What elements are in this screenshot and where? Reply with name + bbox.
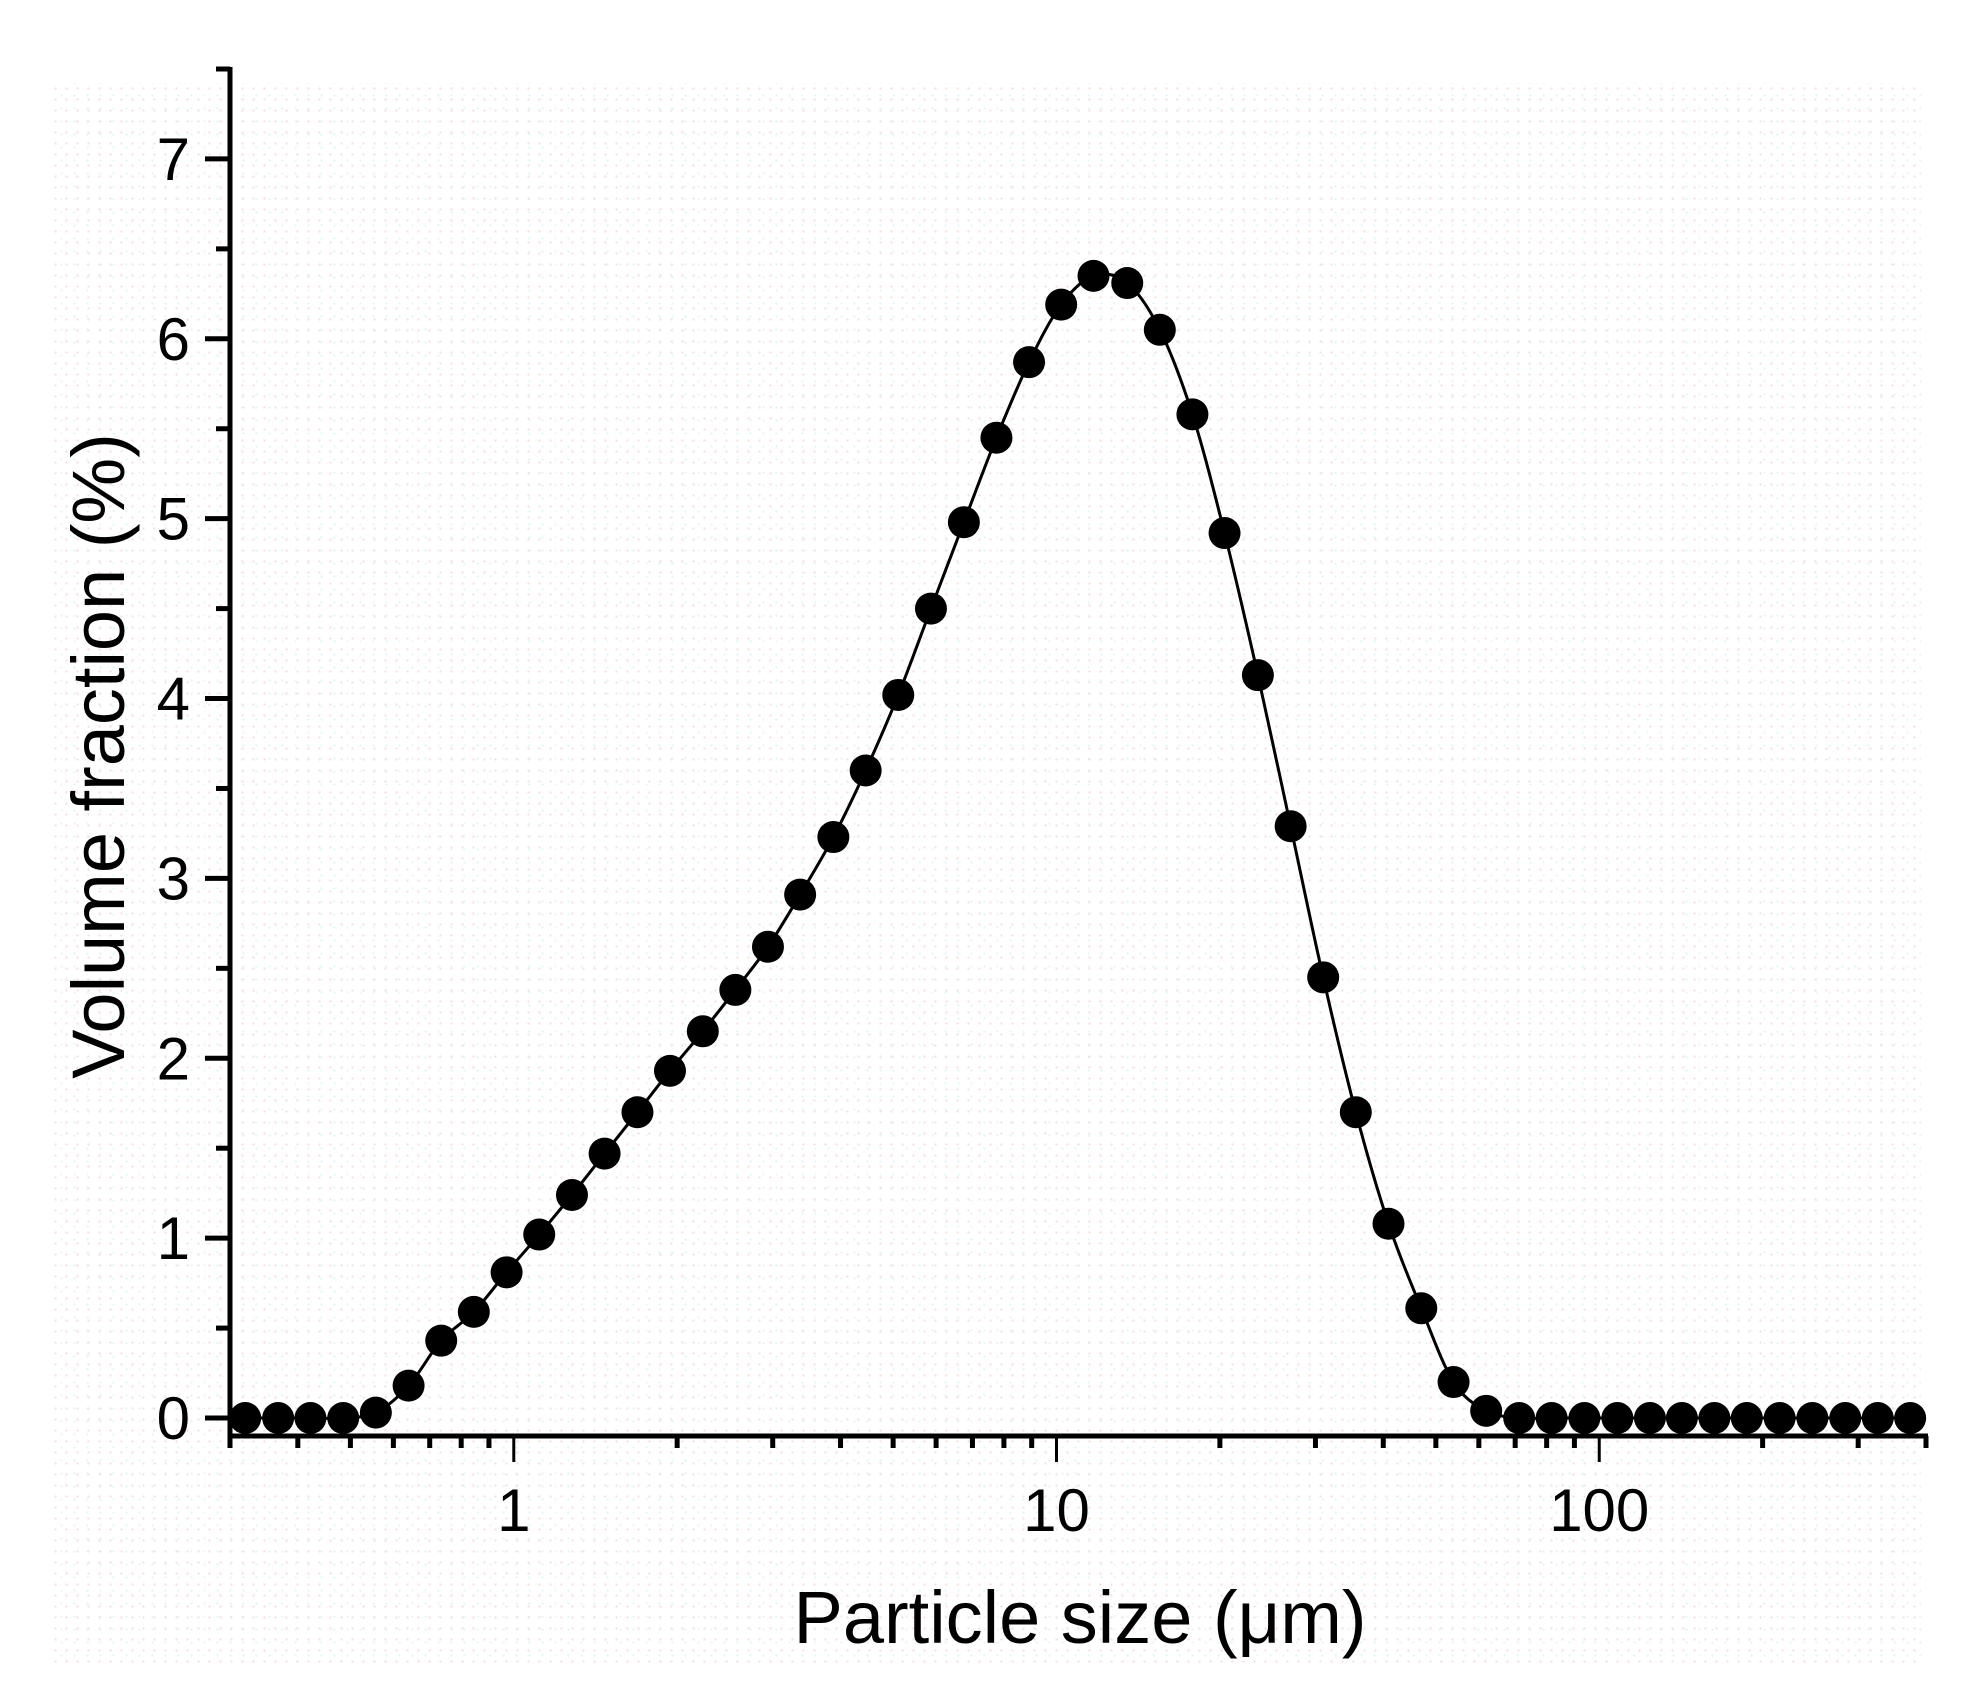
data-point-marker xyxy=(1730,1402,1763,1435)
data-point-marker xyxy=(849,754,882,787)
data-point-marker xyxy=(1503,1402,1536,1435)
data-point-marker xyxy=(784,878,817,911)
y-tick-label: 7 xyxy=(157,126,190,193)
data-point-marker xyxy=(1763,1402,1796,1435)
data-point-marker xyxy=(1568,1402,1601,1435)
data-point-marker xyxy=(523,1218,556,1251)
data-point-marker xyxy=(1339,1096,1372,1129)
data-point-marker xyxy=(1796,1402,1829,1435)
data-point-marker xyxy=(653,1054,686,1087)
data-point-marker xyxy=(1208,517,1241,550)
y-tick-label: 5 xyxy=(157,486,190,553)
data-point-marker xyxy=(555,1178,588,1211)
data-point-marker xyxy=(1437,1366,1470,1399)
data-point-marker xyxy=(1045,288,1078,321)
data-point-marker xyxy=(1077,259,1110,292)
data-series xyxy=(229,259,1927,1435)
data-point-marker xyxy=(359,1396,392,1429)
y-tick-label: 1 xyxy=(157,1205,190,1272)
data-point-marker xyxy=(1698,1402,1731,1435)
x-tick-label: 100 xyxy=(1549,1477,1649,1544)
data-point-marker xyxy=(457,1295,490,1328)
data-point-marker xyxy=(621,1096,654,1129)
series-line xyxy=(245,272,1911,1421)
y-axis-title: Volume fraction (%) xyxy=(57,433,140,1079)
data-point-marker xyxy=(1176,398,1209,431)
data-point-marker xyxy=(262,1402,295,1435)
y-tick-label: 6 xyxy=(157,306,190,373)
plot-background xyxy=(50,83,1923,1665)
data-point-marker xyxy=(425,1324,458,1357)
data-point-marker xyxy=(1894,1402,1927,1435)
data-point-marker xyxy=(1013,346,1046,379)
data-point-marker xyxy=(1307,961,1340,994)
data-point-marker xyxy=(914,592,947,625)
data-point-marker xyxy=(1372,1207,1405,1240)
data-point-marker xyxy=(229,1402,262,1435)
data-point-marker xyxy=(1470,1394,1503,1427)
data-point-marker xyxy=(294,1402,327,1435)
y-tick-label: 0 xyxy=(157,1385,190,1452)
x-axis-title: Particle size (μm) xyxy=(793,1576,1366,1659)
y-tick-label: 4 xyxy=(157,666,190,733)
data-point-marker xyxy=(1633,1402,1666,1435)
data-point-marker xyxy=(1861,1402,1894,1435)
x-tick-label: 1 xyxy=(497,1477,530,1544)
data-point-marker xyxy=(882,678,915,711)
data-point-marker xyxy=(686,1015,719,1048)
data-point-marker xyxy=(1274,810,1307,843)
data-point-marker xyxy=(1111,267,1144,300)
x-tick-label: 10 xyxy=(1023,1477,1090,1544)
axes: 0 1 2 3 4 5 6 7 1 10 100 xyxy=(157,66,1929,1544)
data-point-marker xyxy=(817,821,850,854)
data-point-marker xyxy=(588,1137,621,1170)
data-point-marker xyxy=(490,1256,523,1289)
y-tick-label: 2 xyxy=(157,1025,190,1092)
data-point-marker xyxy=(980,421,1013,454)
x-axis-ticks: 1 10 100 xyxy=(227,1436,1929,1544)
y-axis-ticks: 0 1 2 3 4 5 6 7 xyxy=(157,66,230,1452)
data-point-marker xyxy=(1143,313,1176,346)
data-point-marker xyxy=(751,930,784,963)
data-point-marker xyxy=(1665,1402,1698,1435)
data-point-marker xyxy=(1829,1402,1862,1435)
data-point-marker xyxy=(719,973,752,1006)
data-point-marker xyxy=(327,1402,360,1435)
data-point-marker xyxy=(1601,1402,1634,1435)
data-point-marker xyxy=(392,1369,425,1402)
data-point-marker xyxy=(947,506,980,539)
y-tick-label: 3 xyxy=(157,845,190,912)
data-point-marker xyxy=(1535,1402,1568,1435)
data-point-marker xyxy=(1405,1292,1438,1325)
data-point-marker xyxy=(1241,659,1274,692)
